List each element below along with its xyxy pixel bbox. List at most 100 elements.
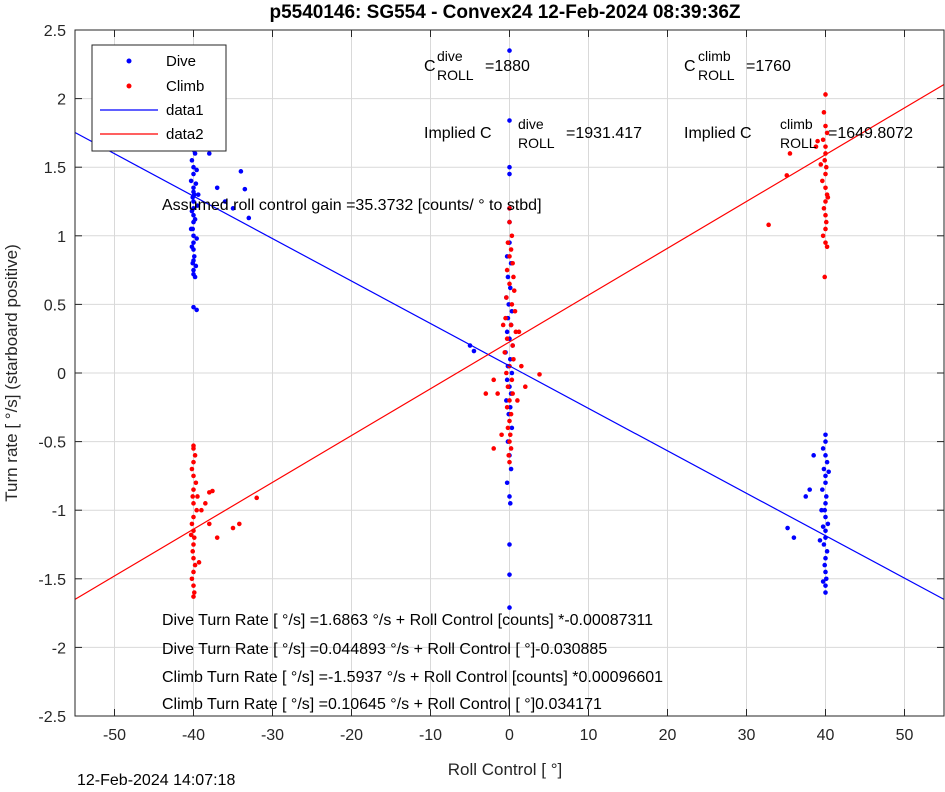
data-point-dive bbox=[191, 247, 196, 252]
data-point-dive bbox=[507, 171, 512, 177]
axis-ticks: -50 -40 -30 -20 -10 0 10 20 30 40 50-2.5-2-1.5-1-0… bbox=[38, 23, 944, 744]
c-dive-sup: dive bbox=[437, 48, 463, 64]
y-tick-label: 1 bbox=[57, 229, 66, 246]
print-timestamp: 12-Feb-2024 14:07:18 bbox=[77, 772, 236, 789]
data-point-dive bbox=[824, 459, 830, 465]
data-point-dive bbox=[803, 494, 809, 499]
legend-box bbox=[91, 44, 227, 152]
data-point-dive bbox=[825, 521, 831, 527]
y-axis-label: Turn rate [ °/s] (starboard positive) bbox=[2, 244, 21, 501]
data-point-dive bbox=[506, 302, 512, 307]
data-point-dive bbox=[193, 181, 199, 186]
data-point-dive bbox=[191, 267, 196, 273]
data-point-dive bbox=[191, 171, 196, 177]
data-point-dive bbox=[207, 151, 212, 156]
data-point-climb bbox=[191, 501, 196, 506]
data-point-climb bbox=[190, 549, 196, 554]
data-point-dive bbox=[822, 562, 828, 568]
data-point-climb bbox=[508, 446, 514, 451]
x-tick-label: 30 bbox=[738, 727, 756, 744]
legend-label-data1: data1 bbox=[166, 102, 204, 119]
series-climb bbox=[188, 92, 831, 599]
data-point-climb bbox=[193, 480, 199, 486]
data-point-climb bbox=[191, 459, 196, 465]
implied-dive-sub: ROLL bbox=[518, 135, 555, 151]
data-point-climb bbox=[821, 206, 827, 211]
data-point-dive bbox=[824, 549, 830, 554]
implied-dive-sup: dive bbox=[518, 116, 544, 132]
data-point-climb bbox=[214, 535, 220, 540]
data-point-dive bbox=[194, 307, 199, 313]
data-point-dive bbox=[823, 439, 828, 444]
data-point-dive bbox=[509, 308, 515, 314]
data-point-climb bbox=[191, 590, 197, 595]
data-point-climb bbox=[823, 226, 828, 232]
data-point-dive bbox=[823, 453, 828, 458]
data-point-climb bbox=[537, 372, 542, 377]
data-point-dive bbox=[189, 158, 195, 163]
data-point-dive bbox=[823, 473, 828, 479]
data-point-dive bbox=[507, 501, 513, 506]
data-point-dive bbox=[191, 240, 196, 245]
data-point-climb bbox=[203, 501, 208, 506]
data-point-climb bbox=[511, 356, 516, 362]
data-point-dive bbox=[823, 583, 828, 588]
data-point-climb bbox=[823, 164, 829, 170]
data-point-dive bbox=[246, 215, 252, 221]
data-point-dive bbox=[507, 494, 512, 499]
data-point-climb bbox=[507, 459, 512, 465]
data-point-climb bbox=[823, 185, 828, 191]
y-tick-label: -1 bbox=[52, 503, 66, 520]
data-point-climb bbox=[505, 384, 511, 390]
y-tick-label: 0 bbox=[57, 366, 66, 383]
data-point-climb bbox=[230, 525, 236, 531]
data-point-climb bbox=[504, 405, 510, 410]
implied-dive-annotation: Implied C dive ROLL =1931.417 bbox=[424, 116, 642, 151]
data-point-dive bbox=[823, 590, 828, 595]
data-point-climb bbox=[510, 391, 515, 396]
data-point-climb bbox=[508, 322, 514, 328]
data-point-climb bbox=[237, 521, 242, 527]
data-point-climb bbox=[510, 260, 515, 266]
data-point-dive bbox=[191, 304, 196, 310]
data-point-climb bbox=[823, 92, 828, 97]
data-point-dive bbox=[823, 501, 828, 506]
data-point-climb bbox=[766, 222, 771, 228]
data-point-climb bbox=[194, 507, 199, 513]
series-layer bbox=[74, 48, 945, 610]
data-point-climb bbox=[191, 514, 196, 520]
data-point-dive bbox=[820, 524, 826, 529]
x-tick-label: -40 bbox=[182, 727, 205, 744]
data-point-dive bbox=[504, 480, 510, 486]
data-point-climb bbox=[820, 137, 826, 143]
data-point-dive bbox=[230, 206, 236, 211]
data-point-dive bbox=[823, 528, 828, 534]
data-point-climb bbox=[191, 542, 196, 547]
data-point-dive bbox=[194, 167, 199, 173]
data-point-climb bbox=[189, 521, 195, 527]
data-point-climb bbox=[512, 308, 518, 314]
y-tick-label: -2.5 bbox=[38, 709, 66, 726]
fit-line-data1 bbox=[74, 131, 945, 600]
data-point-climb bbox=[191, 446, 196, 451]
data-point-climb bbox=[191, 583, 196, 588]
data-point-dive bbox=[190, 260, 196, 266]
y-tick-label: 0.5 bbox=[44, 297, 66, 314]
x-tick-label: 20 bbox=[659, 727, 677, 744]
data-point-climb bbox=[191, 569, 196, 575]
data-point-dive bbox=[191, 199, 196, 204]
c-dive-value: =1880 bbox=[485, 58, 530, 75]
y-tick-label: 2.5 bbox=[44, 23, 66, 40]
data-point-climb bbox=[820, 233, 826, 239]
data-point-dive bbox=[807, 487, 812, 492]
data-point-climb bbox=[191, 535, 197, 540]
data-point-dive bbox=[189, 208, 195, 214]
c-climb-roll-annotation: C climb ROLL =1760 bbox=[684, 48, 791, 83]
chart-title: p5540146: SG554 - Convex24 12-Feb-2024 0… bbox=[269, 2, 740, 23]
data-point-climb bbox=[823, 123, 828, 129]
data-point-climb bbox=[191, 594, 196, 599]
data-point-dive bbox=[509, 425, 515, 431]
x-tick-label: -20 bbox=[340, 727, 363, 744]
data-point-climb bbox=[822, 274, 828, 280]
